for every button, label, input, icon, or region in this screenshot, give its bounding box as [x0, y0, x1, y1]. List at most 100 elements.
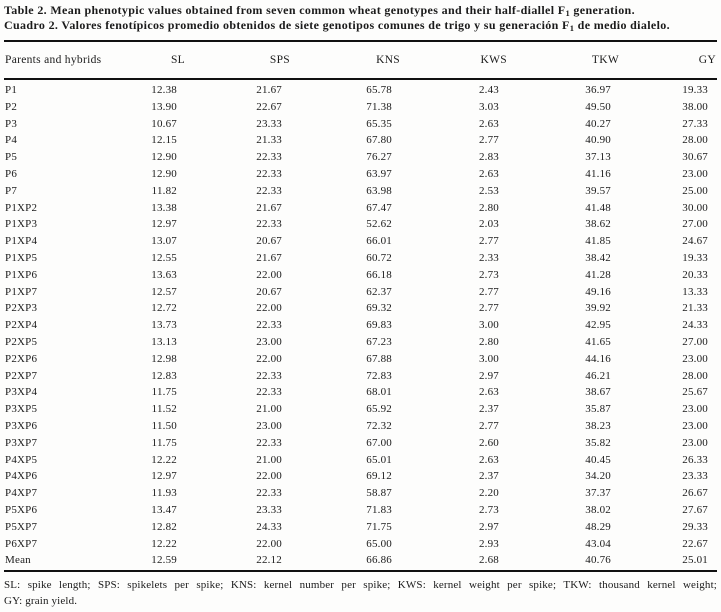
value-cell: 38.23	[585, 419, 611, 432]
column-header-kns: KNS	[291, 41, 401, 80]
value-cell: 2.73	[478, 503, 499, 516]
value-cell: 35.82	[585, 436, 611, 449]
value-cell: 22.33	[256, 487, 282, 500]
genotype-label: Mean	[4, 552, 134, 573]
value-cell: 2.03	[478, 218, 499, 231]
value-cell: 21.33	[682, 302, 708, 315]
value-cell: 2.53	[478, 184, 499, 197]
genotype-label: P3XP4	[5, 386, 38, 399]
genotype-label: P4	[5, 134, 18, 147]
value-cell: 20.67	[256, 285, 282, 298]
genotype-label: P1XP2	[5, 201, 38, 214]
value-cell: 66.18	[366, 268, 392, 281]
value-cell: 67.80	[366, 134, 392, 147]
value-cell: 30.67	[682, 151, 708, 164]
value-cell: 12.98	[151, 352, 177, 365]
value-cell: 3.03	[478, 100, 499, 113]
value-cell: 2.43	[478, 84, 499, 96]
value-cell: 23.00	[682, 167, 708, 180]
table-row: P1XP2 13.38 21.67 67.47 2.80 41.48 30.00	[4, 200, 717, 217]
value-cell: 34.20	[585, 470, 611, 483]
value-cell: 44.16	[585, 352, 611, 365]
value-cell: 69.32	[366, 302, 392, 315]
table-row: P5XP7 12.82 24.33 71.75 2.97 48.29 29.33	[4, 519, 717, 536]
genotype-label: P4XP6	[5, 470, 38, 483]
value-cell: 12.83	[151, 369, 177, 382]
table-row: P1XP6 13.63 22.00 66.18 2.73 41.28 20.33	[4, 267, 717, 284]
value-cell: 2.83	[478, 151, 499, 164]
caption-english-tail: generation.	[570, 3, 635, 17]
value-cell: 27.33	[682, 117, 708, 130]
value-cell: 40.27	[585, 117, 611, 130]
value-cell: 49.50	[585, 100, 611, 113]
value-cell: 29.33	[682, 520, 708, 533]
value-cell: 2.77	[478, 302, 499, 315]
column-header-sl: SL	[134, 41, 186, 80]
value-cell: 41.48	[585, 201, 611, 214]
value-cell: 71.75	[366, 520, 392, 533]
footnote-line-2: GY: grain yield.	[4, 594, 78, 607]
value-cell: 66.01	[366, 235, 392, 248]
value-cell: 2.77	[478, 419, 499, 432]
genotype-label: P1XP5	[5, 251, 38, 264]
table-caption: Table 2. Mean phenotypic values obtained…	[4, 3, 717, 33]
value-cell: 37.37	[585, 487, 611, 500]
table-row: P6XP7 12.22 22.00 65.00 2.93 43.04 22.67	[4, 536, 717, 553]
value-cell: 23.00	[682, 352, 708, 365]
value-cell: 23.00	[256, 419, 282, 432]
value-cell: 38.62	[585, 218, 611, 231]
value-cell: 35.87	[585, 403, 611, 416]
genotype-label: P5XP7	[5, 520, 38, 533]
genotype-label: P1XP6	[5, 268, 38, 281]
caption-english-text: Table 2. Mean phenotypic values obtained…	[4, 3, 566, 17]
value-cell: 65.00	[366, 537, 392, 550]
value-cell: 38.02	[585, 503, 611, 516]
value-cell: 22.33	[256, 319, 282, 332]
value-cell: 2.63	[478, 453, 499, 466]
value-cell: 37.13	[585, 151, 611, 164]
table-row: P4 12.15 21.33 67.80 2.77 40.90 28.00	[4, 132, 717, 149]
value-cell: 26.33	[682, 453, 708, 466]
genotype-label: P1XP4	[5, 235, 38, 248]
value-cell: 38.42	[585, 251, 611, 264]
value-cell: 26.67	[682, 487, 708, 500]
value-cell: 39.57	[585, 184, 611, 197]
value-cell: 27.00	[682, 218, 708, 231]
value-cell: 72.83	[366, 369, 392, 382]
value-cell: 24.67	[682, 235, 708, 248]
value-cell: 36.97	[585, 84, 611, 96]
value-cell: 25.67	[682, 386, 708, 399]
column-header-kws: KWS	[401, 41, 508, 80]
value-cell: 49.16	[585, 285, 611, 298]
value-cell: 12.57	[151, 285, 177, 298]
value-cell: 22.67	[256, 100, 282, 113]
value-cell: 24.33	[256, 520, 282, 533]
value-cell: 41.65	[585, 335, 611, 348]
table-row: P1XP7 12.57 20.67 62.37 2.77 49.16 13.33	[4, 284, 717, 301]
genotype-label: P4XP5	[5, 453, 38, 466]
caption-spanish-subscript: 1	[569, 23, 575, 33]
column-header-parents-and-hybrids: Parents and hybrids	[4, 41, 134, 80]
value-cell: 3.00	[478, 319, 499, 332]
value-cell: 25.01	[620, 552, 717, 573]
genotype-label: P5XP6	[5, 503, 38, 516]
value-cell: 20.33	[682, 268, 708, 281]
caption-spanish: Cuadro 2. Valores fenotípicos promedio o…	[4, 18, 717, 33]
value-cell: 12.90	[151, 167, 177, 180]
genotype-label: P3XP6	[5, 419, 38, 432]
value-cell: 22.00	[256, 352, 282, 365]
value-cell: 11.75	[151, 436, 177, 449]
value-cell: 13.13	[151, 335, 177, 348]
table-row: P2XP7 12.83 22.33 72.83 2.97 46.21 28.00	[4, 368, 717, 385]
header-row: Parents and hybrids SL SPS KNS KWS TKW G…	[4, 41, 717, 80]
value-cell: 13.90	[151, 100, 177, 113]
value-cell: 60.72	[366, 251, 392, 264]
value-cell: 22.00	[256, 470, 282, 483]
value-cell: 13.73	[151, 319, 177, 332]
value-cell: 22.33	[256, 386, 282, 399]
value-cell: 22.00	[256, 537, 282, 550]
value-cell: 23.33	[256, 503, 282, 516]
value-cell: 48.29	[585, 520, 611, 533]
value-cell: 68.01	[366, 386, 392, 399]
table-row: Mean 12.59 22.12 66.86 2.68 40.76 25.01	[4, 552, 717, 573]
